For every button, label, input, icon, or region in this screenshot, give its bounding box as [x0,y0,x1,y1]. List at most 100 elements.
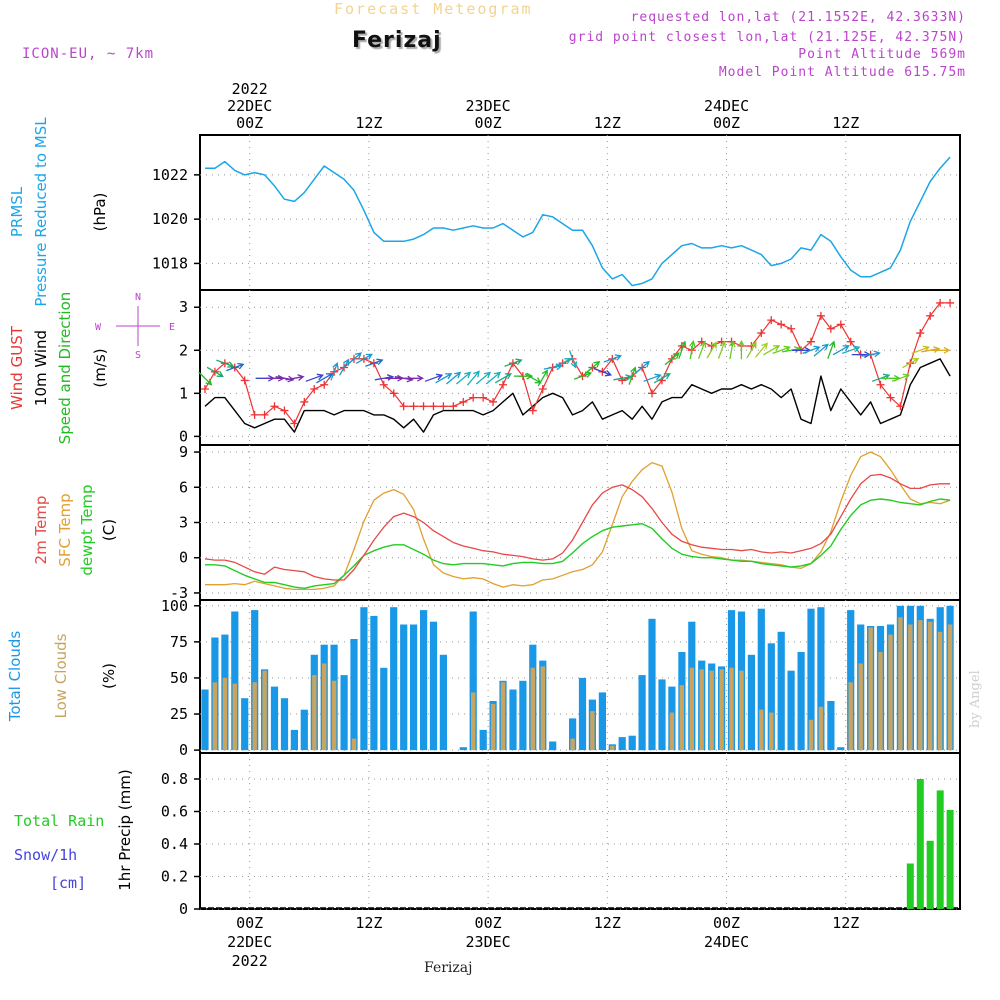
wind-speed-label: 10m Wind [32,330,50,406]
total-cloud-bar [777,631,785,751]
wind-gust-point [757,329,766,338]
wind-gust-point [449,402,458,411]
snow-label: Snow/1h [14,846,77,864]
time-label-top: 2022 [232,80,268,98]
low-cloud-bar [490,703,496,751]
wind-gust-point [777,320,786,329]
low-cloud-bar [312,675,317,751]
compass-west: W [95,322,102,333]
wind-direction-arrow [813,343,829,357]
wind-gust-point [886,393,895,402]
precip-ytick-label: 0 [179,900,188,918]
wind-direction-arrow [603,354,622,363]
total-cloud-bar [241,698,249,751]
total-cloud-bar [847,610,855,751]
wind-direction-arrow [330,362,339,381]
low-cloud-bar [709,670,714,751]
low-cloud-bar [868,627,873,751]
low-cloud-bar [222,677,228,751]
wind-direction-arrow [827,340,836,359]
footer-place: Ferizaj [424,960,473,976]
wind-gust-point [787,324,796,333]
wind-gust-point [240,376,249,385]
wind-direction-arrow [772,345,791,355]
total-cloud-bar [509,689,517,751]
wind-ytick-label: 0 [179,427,188,445]
wind-frame [199,289,961,446]
low-cloud-bar [679,685,684,751]
wind-gust-point [946,298,955,307]
pressure-frame [199,134,961,291]
total-cloud-bar [459,747,467,751]
total-cloud-bar [340,675,348,751]
low-cloud-bar [848,682,853,751]
low-cloud-bar [590,711,595,751]
total-rain-label: Total Rain [14,812,104,830]
total-cloud-bar [628,735,636,751]
total-cloud-bar [549,741,557,751]
pressure-ytick-label: 1020 [152,210,188,228]
temperature-ytick-label: 3 [179,514,188,532]
total-cloud-bar [578,677,587,751]
low-cloud-bar [719,669,724,751]
wind-direction-arrow [728,340,736,360]
total-cloud-bar [817,607,825,751]
time-label-top: 22DEC [227,97,272,115]
low-cloud-bar [898,617,903,751]
model-altitude: Model Point Altitude 615.75m [718,65,966,80]
temperature-ytick-label: 6 [179,478,188,496]
wind-gust-point [280,406,289,415]
low-cloud-bar [918,620,923,751]
low-cloud-bar [212,682,218,751]
low-cloud-bar [908,624,913,751]
wind-direction-arrow [842,345,861,355]
pressure-label-long: Pressure Reduced to MSL [32,117,50,307]
requested-coordinates: requested lon,lat (21.1552E, 42.3633N) [630,10,966,25]
total-cloud-bar [410,624,418,751]
clouds-unit: (%) [100,663,118,689]
wind-direction-arrow [494,373,512,384]
total-cloud-bar [618,737,626,751]
low-cloud-bar [739,670,744,751]
wind-gust-label: Wind GUST [8,325,26,410]
wind-direction-arrow [543,363,563,371]
pressure-ytick-label: 1018 [152,254,188,272]
wind-direction-arrow [568,350,578,369]
wind-gust-point [379,380,388,389]
low-cloud-bar [351,738,357,751]
temp-2m-line [204,473,951,581]
temp-dewpoint-line [205,498,951,589]
wind-gust-point [439,402,448,411]
wind-direction-arrow [755,342,768,358]
wind-direction-arrow [782,346,802,354]
wind-direction-arrow [404,374,424,382]
low-cloud-bar [937,631,943,751]
wind-gust-point [389,389,398,398]
compass-south: S [135,350,141,361]
wind-gust-point [846,337,855,346]
pressure-ytick-label: 1022 [152,166,188,184]
wind-direction-arrow [911,345,930,355]
rain-bar [926,840,934,910]
wind-gust-point [260,410,269,419]
wind-gust-point [429,402,438,411]
clouds-ytick-label: 75 [170,633,188,651]
wind-direction-arrow [394,375,414,383]
wind-direction-arrow [861,350,881,358]
time-label-bottom: 22DEC [227,933,272,951]
point-altitude: Point Altitude 569m [798,47,966,62]
total-cloud-bar [658,679,666,751]
total-cloud-bar [757,608,765,751]
wind-gust-point [250,410,259,419]
wind-direction-arrow [466,370,480,386]
wind-direction-arrow [802,345,821,355]
low-cloud-bar [610,745,615,751]
clouds-ytick-label: 100 [161,597,188,615]
wind-direction-arrow [678,340,687,359]
pressure-line [205,156,951,287]
wind-ytick-label: 3 [179,298,188,316]
wind-gust-point [469,393,478,402]
wind-unit: (m/s) [91,348,109,387]
wind-gust-point [290,419,299,428]
